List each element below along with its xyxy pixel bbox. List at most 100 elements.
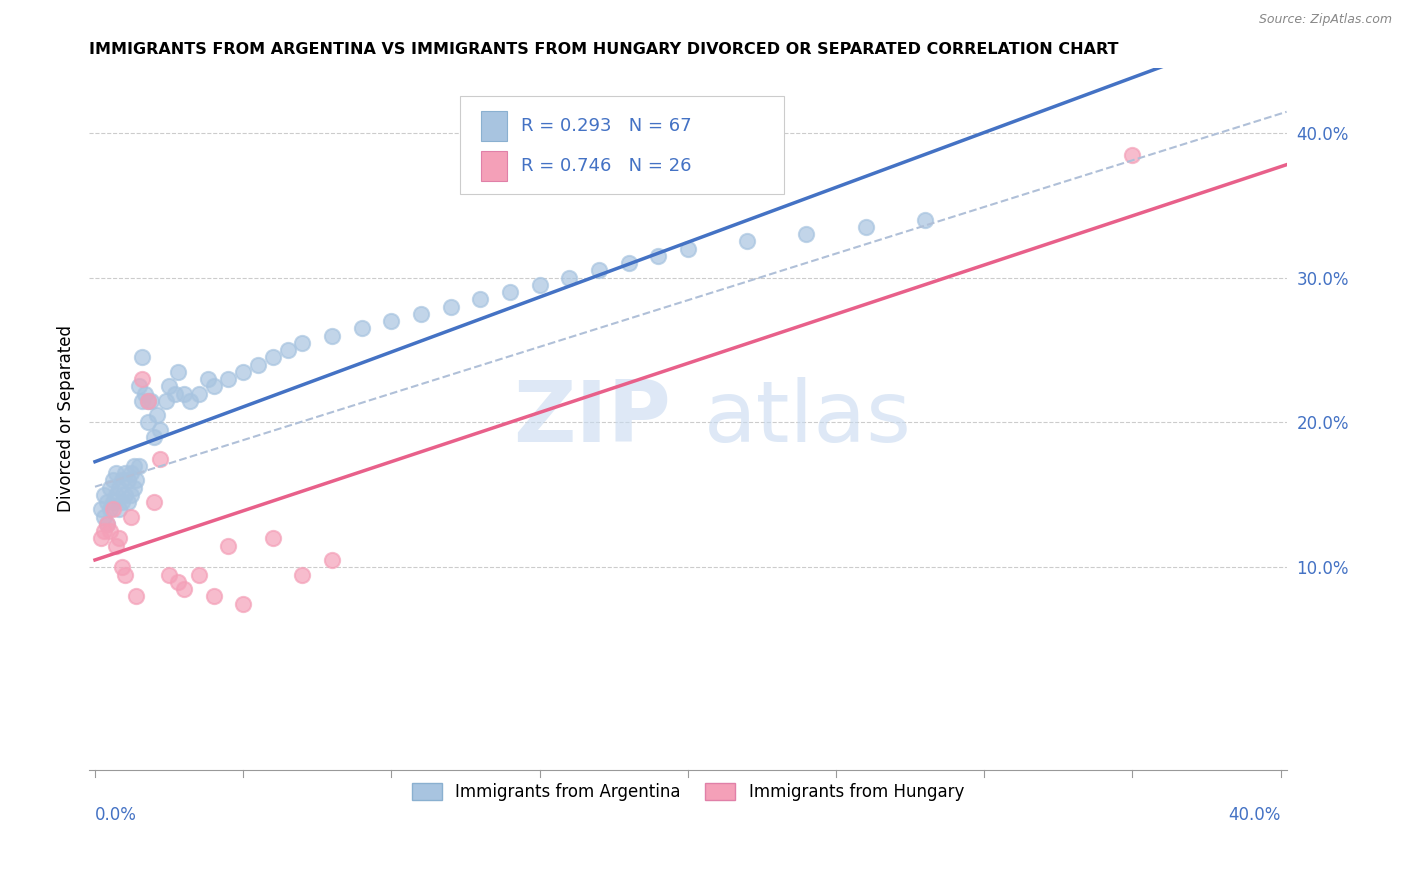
Point — [104, 466, 127, 480]
Point — [104, 539, 127, 553]
Point — [163, 386, 186, 401]
Point — [157, 379, 180, 393]
Point — [134, 386, 156, 401]
Text: 40.0%: 40.0% — [1229, 806, 1281, 824]
Point — [321, 553, 343, 567]
Point — [202, 589, 225, 603]
Point — [111, 495, 134, 509]
Point — [111, 474, 134, 488]
Point — [143, 430, 166, 444]
Point — [350, 321, 373, 335]
Point — [232, 597, 254, 611]
Point — [101, 495, 124, 509]
Legend: Immigrants from Argentina, Immigrants from Hungary: Immigrants from Argentina, Immigrants fr… — [405, 776, 970, 807]
Point — [98, 524, 121, 538]
Point — [90, 532, 112, 546]
Point — [101, 474, 124, 488]
Point — [1121, 147, 1143, 161]
Text: ZIP: ZIP — [513, 377, 671, 460]
Point — [499, 285, 522, 300]
Point — [93, 524, 115, 538]
Point — [143, 495, 166, 509]
Point — [98, 502, 121, 516]
Point — [202, 379, 225, 393]
Point — [120, 488, 142, 502]
Point — [138, 416, 160, 430]
Point — [321, 328, 343, 343]
Text: atlas: atlas — [703, 377, 911, 460]
Point — [93, 509, 115, 524]
Point — [735, 235, 758, 249]
FancyBboxPatch shape — [481, 112, 508, 141]
Point — [179, 393, 201, 408]
Point — [128, 379, 150, 393]
Point — [647, 249, 669, 263]
Point — [98, 481, 121, 495]
Point — [138, 393, 160, 408]
FancyBboxPatch shape — [481, 152, 508, 181]
Point — [380, 314, 402, 328]
Point — [197, 372, 219, 386]
Point — [262, 351, 284, 365]
Point — [855, 219, 877, 234]
Point — [588, 263, 610, 277]
Point — [117, 474, 139, 488]
Point — [117, 495, 139, 509]
Point — [114, 567, 136, 582]
Point — [167, 365, 190, 379]
Point — [187, 567, 209, 582]
Point — [96, 495, 118, 509]
Point — [217, 539, 239, 553]
Point — [90, 502, 112, 516]
Text: Source: ZipAtlas.com: Source: ZipAtlas.com — [1258, 13, 1392, 27]
Point — [187, 386, 209, 401]
Point — [122, 458, 145, 473]
Point — [796, 227, 818, 242]
Point — [104, 488, 127, 502]
Point — [617, 256, 640, 270]
Point — [291, 335, 314, 350]
Point — [440, 300, 463, 314]
Point — [529, 277, 551, 292]
Point — [173, 582, 195, 596]
Point — [111, 560, 134, 574]
Point — [107, 502, 129, 516]
Text: R = 0.293   N = 67: R = 0.293 N = 67 — [522, 117, 692, 135]
Point — [155, 393, 177, 408]
Point — [131, 351, 153, 365]
Point — [125, 474, 148, 488]
Point — [141, 393, 163, 408]
FancyBboxPatch shape — [460, 95, 783, 194]
Point — [131, 393, 153, 408]
Point — [247, 358, 270, 372]
Text: IMMIGRANTS FROM ARGENTINA VS IMMIGRANTS FROM HUNGARY DIVORCED OR SEPARATED CORRE: IMMIGRANTS FROM ARGENTINA VS IMMIGRANTS … — [89, 42, 1119, 57]
Point — [138, 393, 160, 408]
Point — [167, 574, 190, 589]
Point — [120, 509, 142, 524]
Point — [558, 270, 581, 285]
Point — [262, 532, 284, 546]
Point — [291, 567, 314, 582]
Point — [120, 466, 142, 480]
Point — [107, 532, 129, 546]
Text: 0.0%: 0.0% — [96, 806, 136, 824]
Point — [277, 343, 299, 357]
Point — [149, 423, 172, 437]
Y-axis label: Divorced or Separated: Divorced or Separated — [58, 326, 75, 512]
Point — [409, 307, 432, 321]
Point — [470, 293, 492, 307]
Point — [676, 242, 699, 256]
Point — [96, 516, 118, 531]
Point — [914, 212, 936, 227]
Point — [173, 386, 195, 401]
Text: R = 0.746   N = 26: R = 0.746 N = 26 — [522, 157, 692, 175]
Point — [114, 488, 136, 502]
Point — [125, 589, 148, 603]
Point — [114, 466, 136, 480]
Point — [131, 372, 153, 386]
Point — [149, 451, 172, 466]
Point — [122, 481, 145, 495]
Point — [232, 365, 254, 379]
Point — [93, 488, 115, 502]
Point — [128, 458, 150, 473]
